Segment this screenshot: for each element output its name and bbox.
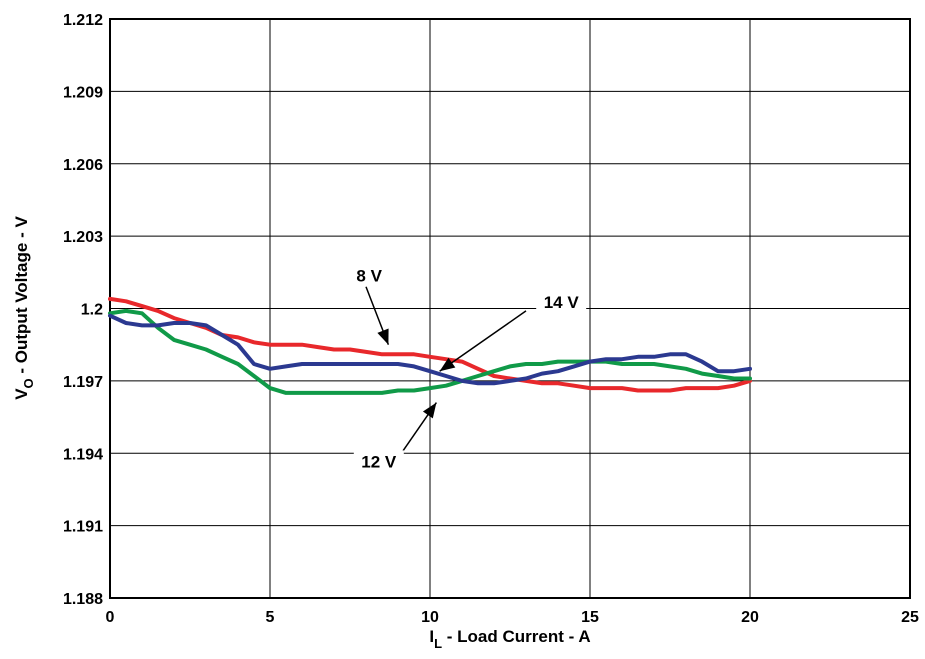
plot-area-frame <box>109 18 911 599</box>
annotation-arrowhead-8-v <box>377 328 389 345</box>
x-tick-label-15: 15 <box>581 609 599 626</box>
y-axis-label-main: V <box>12 388 31 400</box>
x-axis-label: IL - Load Current - A <box>429 627 590 651</box>
annotation-arrowhead-12-v <box>422 402 437 419</box>
annotation-arrow-14-v <box>439 310 527 372</box>
y-tick-labels: 1.188 1.191 1.194 1.197 1.2 1.203 1.206 1.209 1.… <box>63 12 103 608</box>
series-annotations: 8 V 14 V 12 V <box>349 264 587 473</box>
series-label-12-v: 12 V <box>361 452 397 471</box>
y-axis-label-rest: - Output Voltage - V <box>12 216 31 379</box>
x-axis-label-rest: - Load Current - A <box>442 627 591 646</box>
y-tick-label-1-2: 1.2 <box>81 302 103 319</box>
series-label-8-v: 8 V <box>356 267 382 286</box>
x-tick-labels: 0 5 10 15 20 25 <box>106 609 919 626</box>
annotation-label-bg-8-v <box>349 264 390 287</box>
y-tick-label-1-206: 1.206 <box>63 157 103 174</box>
x-axis-label-main: I <box>429 627 434 646</box>
series-label-14-v: 14 V <box>544 293 580 312</box>
y-tick-label-1-212: 1.212 <box>63 12 103 29</box>
y-tick-label-1-188: 1.188 <box>63 591 103 608</box>
y-tick-label-1-194: 1.194 <box>63 446 103 463</box>
y-tick-label-1-203: 1.203 <box>63 229 103 246</box>
annotation-arrowhead-14-v <box>439 357 456 372</box>
x-tick-label-10: 10 <box>421 609 439 626</box>
x-axis-label-sub: L <box>434 636 442 651</box>
y-axis-label: VO - Output Voltage - V <box>12 216 36 400</box>
annotation-label-bg-14-v <box>536 291 587 314</box>
x-tick-label-5: 5 <box>266 609 275 626</box>
y-tick-label-1-209: 1.209 <box>63 84 103 101</box>
x-tick-label-20: 20 <box>741 609 759 626</box>
annotation-label-bg-12-v <box>353 450 404 473</box>
x-tick-label-25: 25 <box>901 609 919 626</box>
y-tick-label-1-191: 1.191 <box>63 519 103 536</box>
x-tick-label-0: 0 <box>106 609 115 626</box>
series-line-12-v <box>108 308 752 395</box>
series-lines <box>108 296 752 395</box>
y-axis-label-sub: O <box>21 378 36 388</box>
series-line-14-v <box>108 313 752 386</box>
y-tick-label-1-197: 1.197 <box>63 374 103 391</box>
